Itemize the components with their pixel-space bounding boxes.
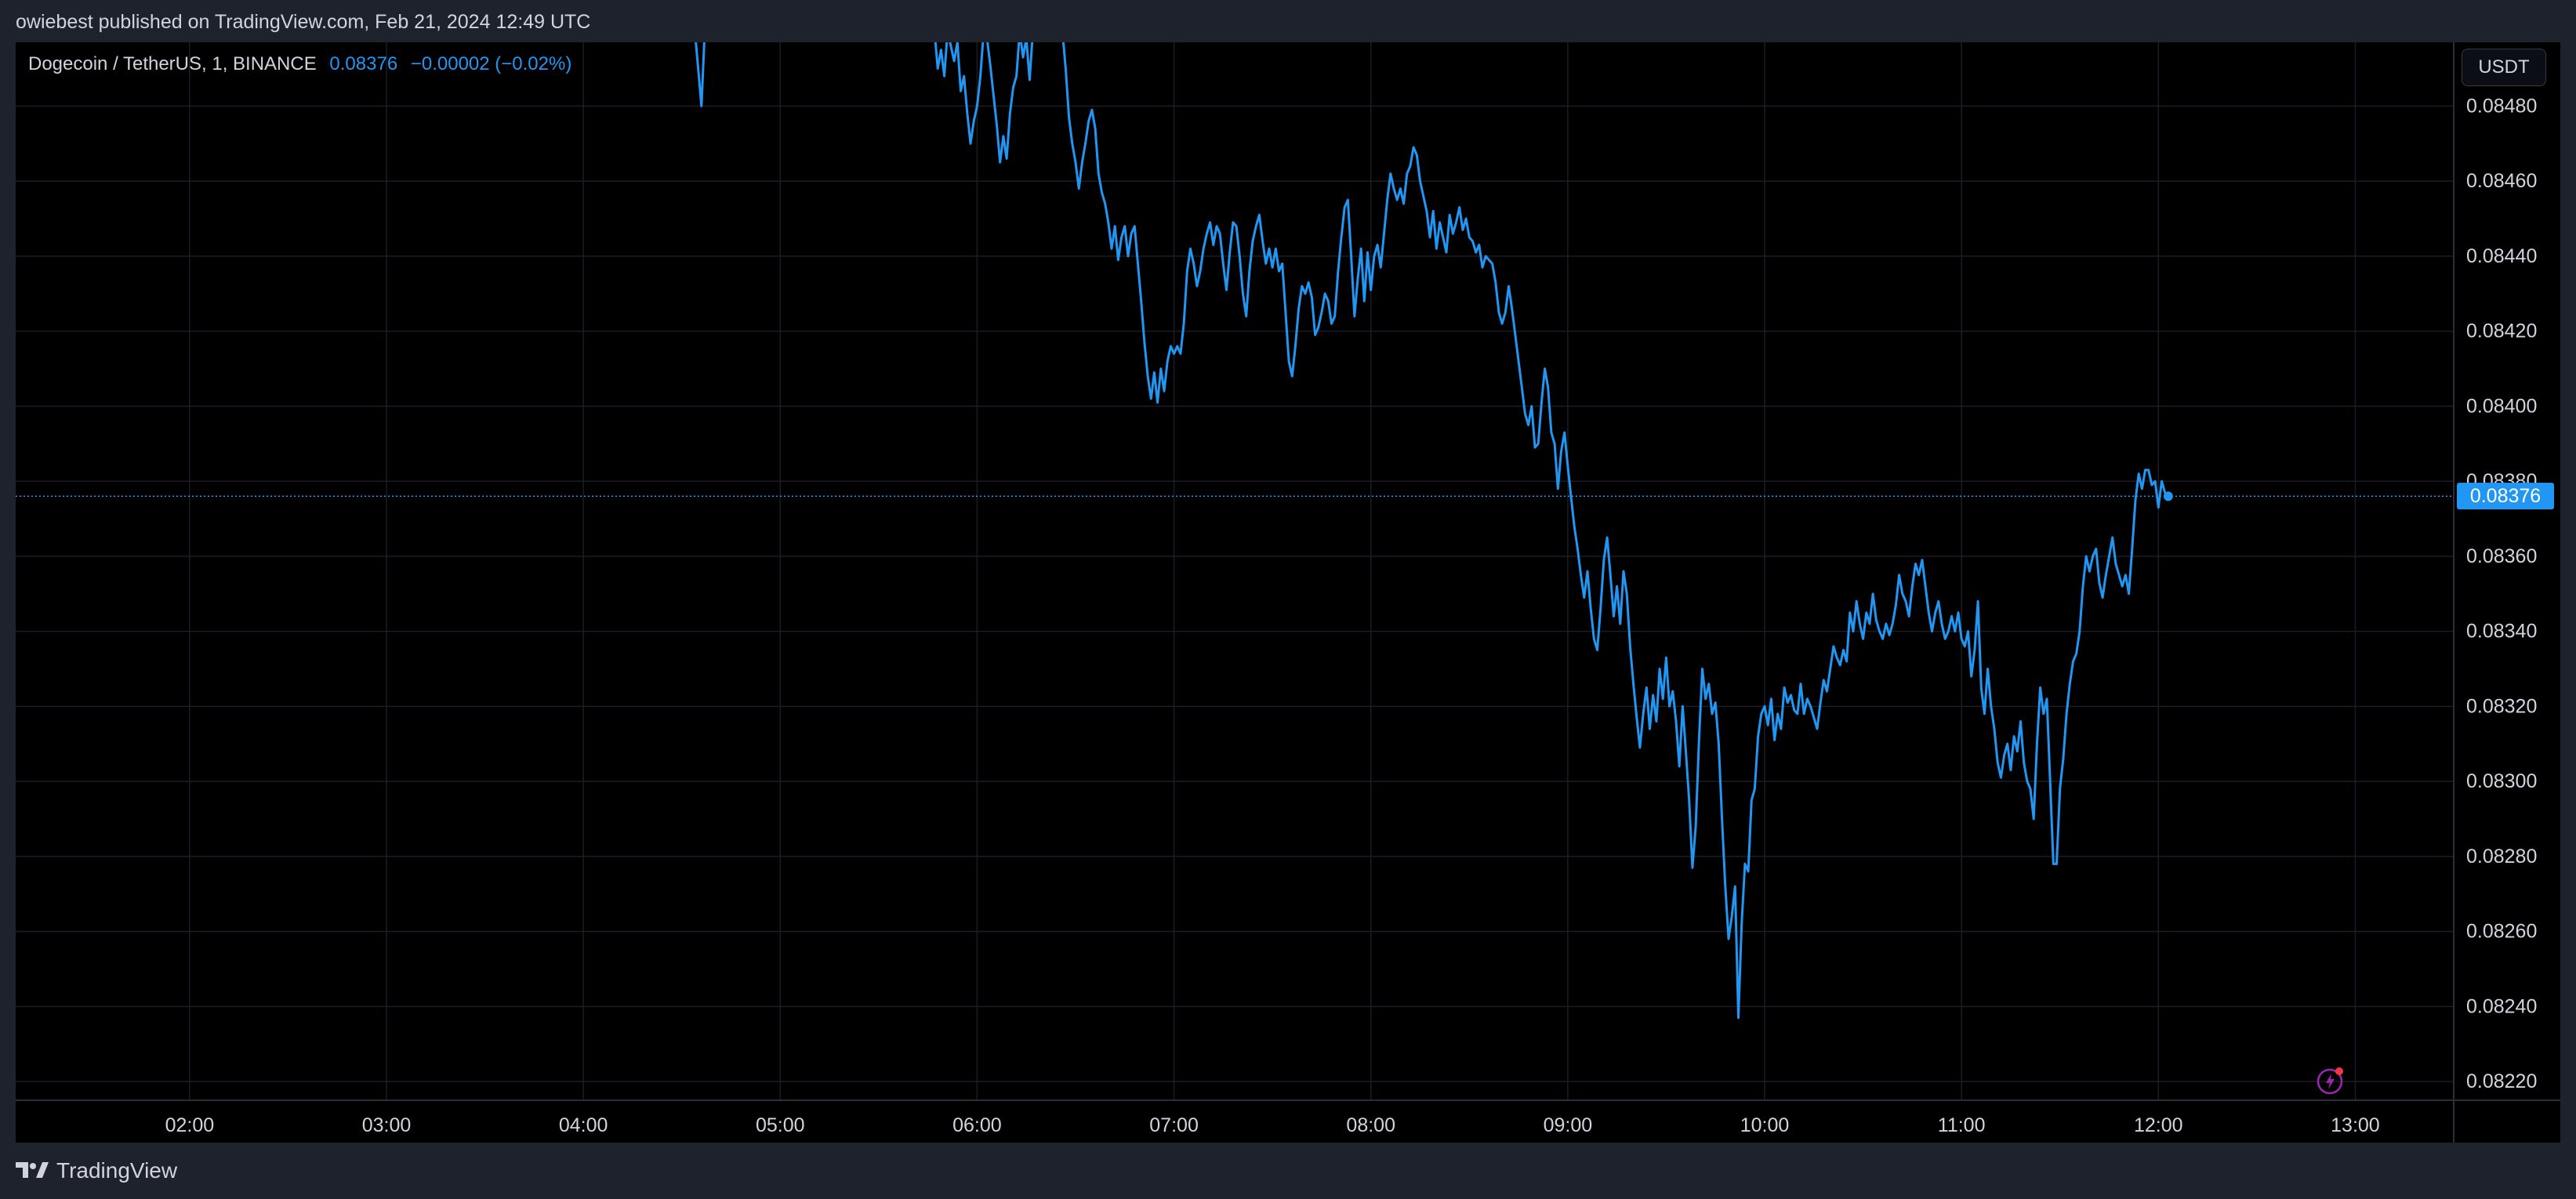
x-tick-label: 05:00 [756, 1114, 805, 1136]
publish-line: owiebest published on TradingView.com, F… [16, 11, 591, 33]
last-price-dot [2163, 491, 2173, 502]
y-tick-label: 0.08400 [2466, 395, 2537, 417]
x-tick-label: 02:00 [165, 1114, 215, 1136]
y-tick-label: 0.08220 [2466, 1070, 2537, 1092]
x-tick-label: 03:00 [362, 1114, 412, 1136]
x-tick-label: 07:00 [1149, 1114, 1199, 1136]
x-tick-label: 12:00 [2134, 1114, 2183, 1136]
tradingview-logo-icon [16, 1162, 49, 1178]
x-tick-label: 13:00 [2331, 1114, 2380, 1136]
current-price-label: 0.08376 [2457, 483, 2554, 510]
currency-unit-button[interactable]: USDT [2462, 49, 2546, 86]
x-tick-label: 09:00 [1544, 1114, 1593, 1136]
y-tick-label: 0.08280 [2466, 846, 2537, 868]
price-chart[interactable]: 0.08480 0.08460 0.08440 0.08420 0.08400 0.083… [16, 42, 2560, 1143]
y-tick-label: 0.08340 [2466, 621, 2537, 643]
tradingview-logo[interactable]: TradingView [16, 1158, 177, 1183]
footer: TradingView [0, 1143, 2576, 1199]
chart-area[interactable]: 0.08480 0.08460 0.08440 0.08420 0.08400 0.083… [16, 42, 2560, 1143]
price-change: −0.00002 (−0.02%) [410, 53, 572, 74]
y-tick-label: 0.08320 [2466, 695, 2537, 717]
y-tick-label: 0.08460 [2466, 170, 2537, 192]
brand-name: TradingView [56, 1158, 178, 1183]
x-tick-label: 04:00 [559, 1114, 608, 1136]
y-tick-label: 0.08440 [2466, 245, 2537, 267]
y-tick-label: 0.08480 [2466, 95, 2537, 117]
x-tick-label: 06:00 [952, 1114, 1002, 1136]
publish-header: owiebest published on TradingView.com, F… [0, 0, 2576, 42]
symbol-legend: Dogecoin / TetherUS, 1, BINANCE 0.08376 … [28, 53, 571, 75]
y-tick-label: 0.08360 [2466, 545, 2537, 567]
y-tick-label: 0.08420 [2466, 321, 2537, 342]
x-tick-label: 08:00 [1346, 1114, 1395, 1136]
last-price: 0.08376 [329, 53, 398, 74]
y-tick-label: 0.08260 [2466, 921, 2537, 943]
lightning-icon[interactable] [2316, 1064, 2347, 1096]
price-series-line [695, 42, 2169, 1020]
y-tick-label: 0.08240 [2466, 995, 2537, 1017]
x-tick-label: 11:00 [1938, 1114, 1986, 1136]
y-tick-label: 0.08300 [2466, 770, 2537, 792]
symbol-name: Dogecoin / TetherUS, 1, BINANCE [28, 53, 317, 74]
x-tick-label: 10:00 [1740, 1114, 1790, 1136]
